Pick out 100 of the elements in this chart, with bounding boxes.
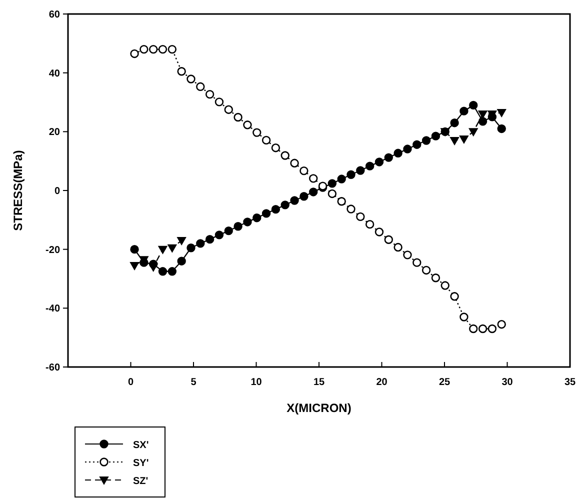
point (252, 214, 262, 222)
point (374, 158, 384, 166)
point (412, 140, 422, 149)
point (328, 189, 337, 198)
x-tick-label: 35 (564, 377, 576, 388)
point (140, 44, 148, 54)
point (337, 197, 346, 206)
point (243, 218, 252, 226)
point (300, 166, 308, 176)
y-tick-label: 20 (48, 127, 60, 138)
x-tick-label: 30 (502, 377, 514, 388)
y-tick-label: 0 (54, 186, 60, 197)
point (224, 105, 233, 114)
point (346, 170, 356, 179)
point (365, 162, 374, 170)
point (469, 324, 478, 334)
x-tick-label: 5 (190, 377, 197, 388)
point (158, 267, 168, 276)
point (300, 192, 308, 201)
point (130, 49, 139, 58)
point (450, 136, 460, 145)
point (431, 132, 440, 140)
point (346, 204, 356, 214)
point (328, 179, 337, 188)
legend-label: SY' (133, 458, 149, 469)
point (488, 324, 497, 334)
point (290, 158, 299, 168)
point (177, 256, 186, 266)
point (450, 292, 459, 301)
point (130, 262, 140, 270)
point (497, 109, 506, 118)
point (168, 244, 177, 252)
point (234, 222, 242, 231)
point (280, 151, 290, 160)
point (403, 144, 412, 154)
x-tick-label: 10 (250, 377, 262, 388)
point (186, 74, 196, 84)
point (309, 188, 318, 196)
point (148, 263, 158, 272)
point (168, 267, 177, 276)
point (440, 281, 450, 290)
x-tick-label: 0 (128, 377, 134, 388)
point (262, 209, 271, 218)
point (497, 124, 506, 134)
point (196, 239, 205, 248)
point (271, 143, 280, 152)
point (384, 153, 393, 162)
point (252, 128, 262, 137)
y-tick-label: -20 (46, 244, 60, 256)
point (186, 244, 196, 252)
point (280, 200, 290, 210)
point (337, 174, 346, 184)
y-tick-label: -60 (46, 362, 60, 374)
point (196, 82, 205, 92)
point (460, 106, 468, 116)
point (412, 258, 422, 267)
point (450, 118, 459, 128)
point (130, 244, 139, 254)
point (460, 312, 468, 322)
point (148, 44, 158, 54)
point (214, 230, 224, 240)
point (205, 234, 214, 244)
point (459, 136, 468, 144)
point (168, 44, 177, 54)
point (384, 235, 393, 244)
legend-label: SZ' (133, 476, 148, 487)
point (205, 90, 214, 99)
x-axis-title: X(MICRON) (286, 401, 352, 415)
point (394, 148, 402, 158)
legend-label: SX' (133, 440, 149, 451)
point (309, 174, 318, 183)
point (177, 237, 186, 246)
x-tick-label: 20 (376, 377, 388, 388)
y-tick-label: 60 (48, 10, 60, 20)
point (214, 98, 224, 106)
point (158, 246, 168, 254)
point (356, 212, 365, 222)
point (422, 266, 431, 275)
point (478, 324, 488, 334)
point (478, 117, 488, 126)
point (234, 112, 242, 122)
point (262, 136, 271, 145)
point (497, 320, 506, 329)
y-tick-label: 40 (48, 68, 60, 80)
point (243, 120, 252, 130)
point (224, 226, 233, 236)
point (422, 136, 431, 145)
y-tick-label: -40 (46, 304, 60, 315)
point (374, 228, 384, 236)
point (469, 100, 478, 110)
point (177, 67, 186, 76)
point (468, 128, 478, 136)
y-axis-title: STRESS(MPa) (11, 150, 25, 231)
point (356, 166, 365, 175)
x-tick-label: 25 (438, 377, 450, 388)
point (271, 204, 280, 214)
point (290, 196, 299, 205)
point (394, 242, 402, 252)
point (403, 250, 412, 260)
x-tick-label: 15 (313, 377, 325, 388)
